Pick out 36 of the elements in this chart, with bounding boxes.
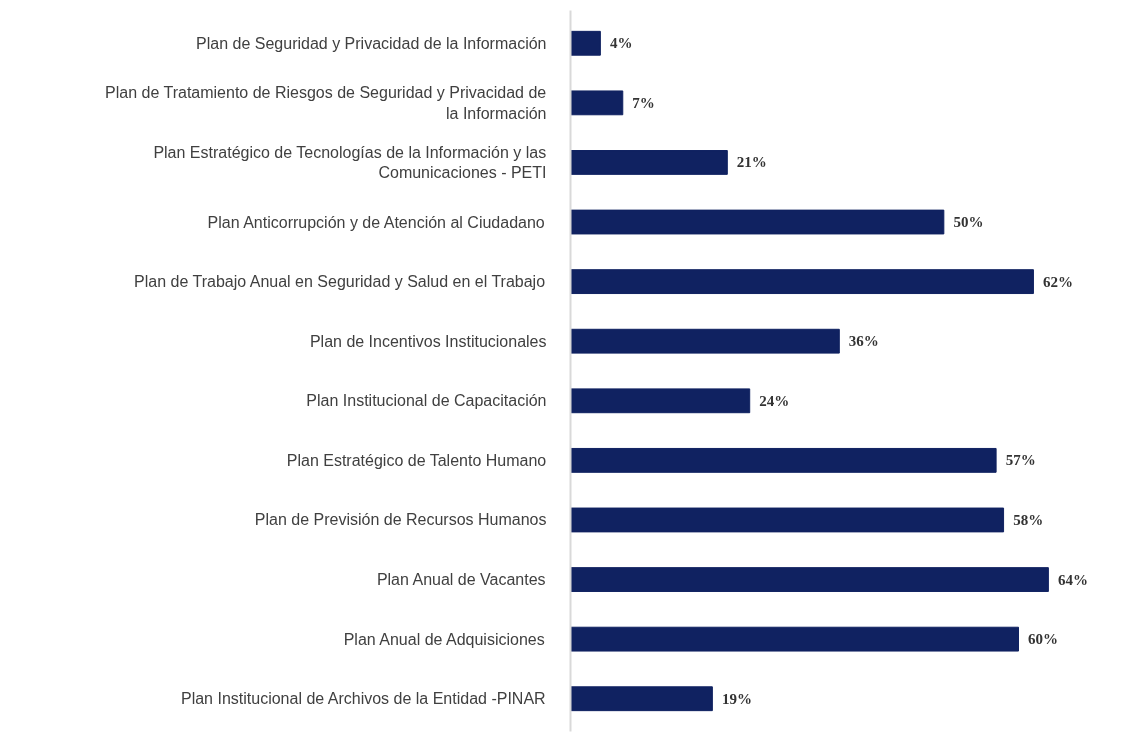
bar xyxy=(570,626,1020,652)
data-label: 58% xyxy=(1013,511,1044,528)
y-tick-label: Plan Anual de Vacantes xyxy=(376,571,546,589)
y-tick-label: Plan de Trabajo Anual en Seguridad y Salud en el Trabajo xyxy=(134,273,546,291)
y-tick-label: Plan Anticorrupción y de Atención al Ciudadano xyxy=(207,213,545,231)
bar xyxy=(570,567,1049,592)
data-label: 60% xyxy=(1028,631,1059,648)
data-label: 21% xyxy=(736,154,767,171)
y-tick-label: Plan Estratégico de Tecnologías de la Información y las Comunicaciones - PETI xyxy=(153,143,547,182)
bar xyxy=(570,90,624,116)
data-label: 36% xyxy=(848,333,879,350)
data-label: 57% xyxy=(1005,452,1036,469)
y-tick-label: Plan Anual de Adquisiciones xyxy=(343,630,545,648)
bar xyxy=(570,507,1005,533)
y-tick-label: Plan Institucional de Capacitación xyxy=(306,392,547,410)
data-label: 7% xyxy=(632,94,655,111)
y-tick-label: Plan de Incentivos Institucionales xyxy=(309,332,547,350)
bar xyxy=(570,686,713,712)
data-label: 19% xyxy=(721,690,752,707)
bar xyxy=(570,447,997,473)
y-tick-label: Plan de Tratamiento de Riesgos de Seguridad y Privacidad de la Información xyxy=(105,84,547,122)
bar xyxy=(570,150,728,175)
bar xyxy=(570,388,751,414)
data-label: 62% xyxy=(1043,273,1073,290)
y-tick-label: Plan de Seguridad y Privacidad de la Información xyxy=(196,34,547,52)
bar xyxy=(570,269,1034,295)
y-tick-label: Plan Estratégico de Talento Humano xyxy=(286,451,547,469)
data-label: 24% xyxy=(759,392,790,409)
y-tick-label: Plan de Previsión de Recursos Humanos xyxy=(254,511,547,529)
y-tick-label: Plan Institucional de Archivos de la Entidad -PINAR xyxy=(180,690,546,708)
data-label: 50% xyxy=(953,214,984,231)
data-label: 4% xyxy=(609,35,633,52)
data-label: 64% xyxy=(1057,571,1088,588)
bar xyxy=(570,30,601,56)
bar xyxy=(570,328,840,354)
bar xyxy=(570,209,945,235)
